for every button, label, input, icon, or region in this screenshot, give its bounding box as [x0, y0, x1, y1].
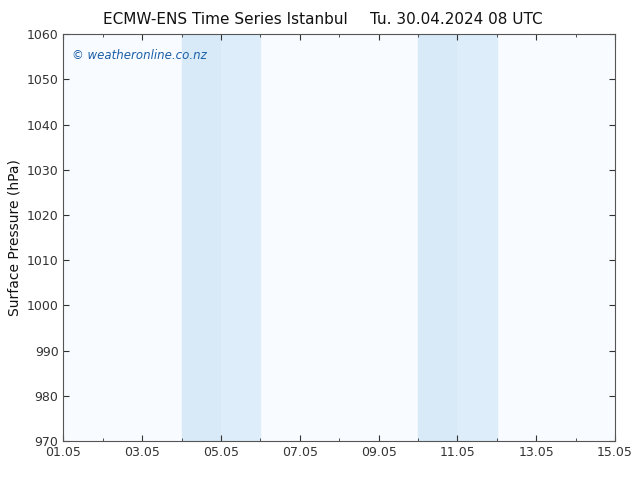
Y-axis label: Surface Pressure (hPa): Surface Pressure (hPa) [7, 159, 21, 316]
Text: © weatheronline.co.nz: © weatheronline.co.nz [72, 49, 207, 62]
Text: ECMW-ENS Time Series Istanbul: ECMW-ENS Time Series Istanbul [103, 12, 347, 27]
Bar [418, 34, 457, 441]
Text: Tu. 30.04.2024 08 UTC: Tu. 30.04.2024 08 UTC [370, 12, 543, 27]
Bar [457, 34, 497, 441]
Bar [221, 34, 261, 441]
Bar [181, 34, 221, 441]
